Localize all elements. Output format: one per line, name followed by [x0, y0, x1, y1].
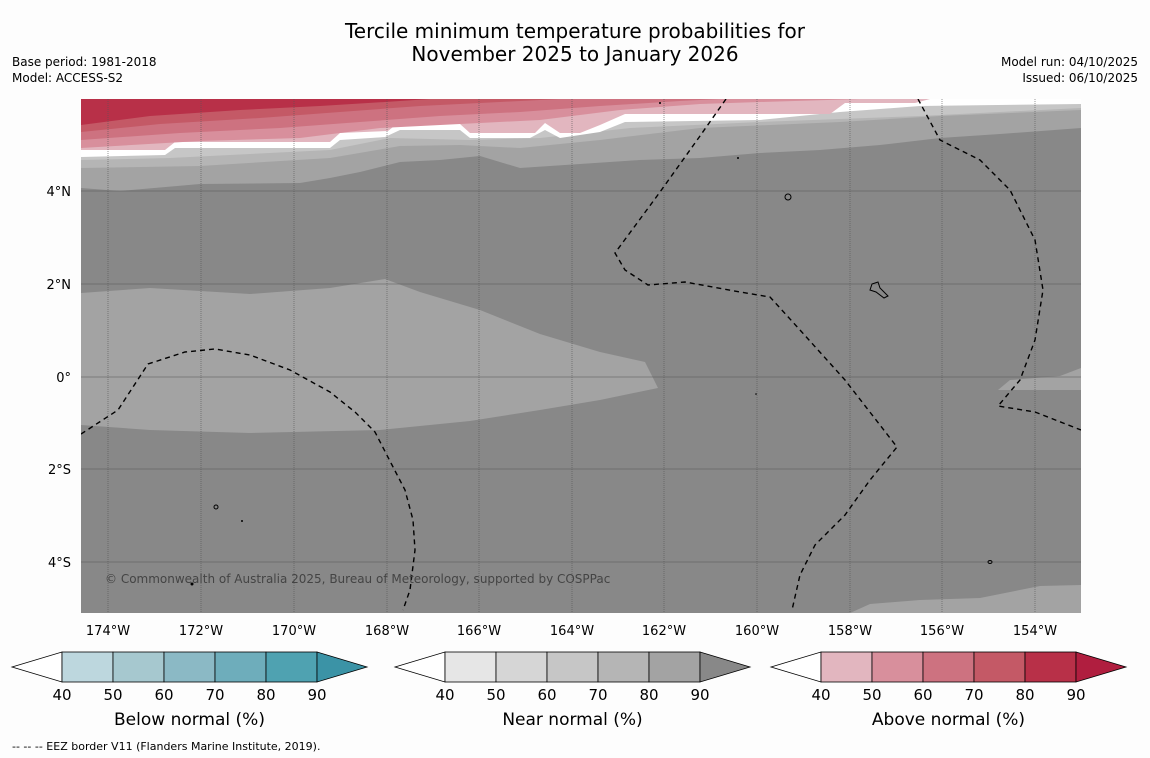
colorbar-extend-low: [769, 651, 822, 683]
base-info: Base period: 1981-2018 Model: ACCESS-S2: [12, 54, 157, 86]
lon-tick: 170°W: [272, 624, 316, 639]
islet-dot: [241, 520, 243, 522]
colorbar-tick: 80: [1015, 686, 1034, 704]
colorbar-tick: 50: [103, 686, 122, 704]
colorbar-cell: [546, 651, 599, 683]
colorbar-cell: [648, 651, 701, 683]
colorbar-cell: [871, 651, 924, 683]
island-west-small: [213, 504, 219, 510]
lon-tick: 154°W: [1013, 624, 1057, 639]
lat-axis-labels: 4°N 2°N 0° 2°S 4°S: [47, 185, 72, 571]
island-malden: [869, 281, 889, 299]
island-jarvis: [784, 193, 792, 201]
colorbar-cell: [922, 651, 975, 683]
island-east-small: [987, 560, 993, 564]
eez-border-central: [614, 99, 898, 611]
colorbar-below: 40 50 60 70 80 90 Below normal (%): [10, 651, 369, 730]
colorbar-tick: 40: [52, 686, 71, 704]
islet-dot: [659, 102, 661, 104]
lat-tick: 0°: [56, 371, 71, 386]
lon-tick: 166°W: [457, 624, 501, 639]
colorbar-label: Below normal (%): [114, 710, 265, 730]
colorbar-tick: 60: [913, 686, 932, 704]
colorbar-tick: 40: [811, 686, 830, 704]
islands: [213, 193, 993, 564]
colorbar-cell: [214, 651, 267, 683]
lon-tick: 162°W: [642, 624, 686, 639]
run-info: Model run: 04/10/2025 Issued: 06/10/2025: [1001, 54, 1138, 86]
lat-tick: 2°S: [48, 463, 71, 478]
lon-tick: 160°W: [735, 624, 779, 639]
colorbar-cell: [973, 651, 1026, 683]
colorbar-cell: [597, 651, 650, 683]
colorbar-tick: 40: [435, 686, 454, 704]
colorbar-cell: [444, 651, 497, 683]
colorbar-tick: 60: [537, 686, 556, 704]
lon-tick: 156°W: [920, 624, 964, 639]
colorbar-cell: [265, 651, 318, 683]
above-normal-90-region: [81, 99, 430, 125]
near-normal-80-equatorial-tongue: [81, 279, 658, 433]
issued-date: Issued: 06/10/2025: [1022, 71, 1138, 85]
colorbar-tick: 60: [154, 686, 173, 704]
lon-tick: 164°W: [550, 624, 594, 639]
lon-axis-labels: 174°W 172°W 170°W 168°W 166°W 164°W 162°…: [86, 624, 1057, 639]
grid: [81, 99, 1081, 613]
colorbar-tick: 70: [205, 686, 224, 704]
model-name: Model: ACCESS-S2: [12, 71, 124, 85]
colorbar-cell: [163, 651, 216, 683]
eez-legend-footnote: -- -- -- EEZ border V11 (Flanders Marine…: [12, 740, 321, 753]
islet-dot: [737, 157, 739, 159]
near-normal-80-east-patch: [998, 368, 1081, 390]
eez-border-west: [81, 348, 416, 611]
eez-border-east: [917, 99, 1081, 431]
colorbar-cell: [495, 651, 548, 683]
eez-borders: [81, 99, 1081, 611]
islet-dot: [755, 393, 757, 395]
title-line-1: Tercile minimum temperature probabilitie…: [344, 19, 806, 43]
base-period: Base period: 1981-2018: [12, 55, 157, 69]
island-dots: [190, 102, 757, 586]
lon-tick: 168°W: [365, 624, 409, 639]
colorbar-tick: 90: [307, 686, 326, 704]
colorbar-cell: [112, 651, 165, 683]
colorbar-tick: 70: [964, 686, 983, 704]
colorbar-cell: [820, 651, 873, 683]
colorbar-label: Above normal (%): [872, 710, 1025, 730]
colorbars: 40 50 60 70 80 90 Below normal (%) 40 50 60 70 80 90…: [10, 651, 1128, 730]
islet-dot: [190, 582, 194, 586]
colorbar-extend-low: [10, 651, 63, 683]
colorbar-tick: 70: [588, 686, 607, 704]
colorbar-cell: [61, 651, 114, 683]
colorbar-extend-high: [316, 651, 369, 683]
lon-tick: 172°W: [179, 624, 223, 639]
map-plot: © Commonwealth of Australia 2025, Bureau…: [81, 99, 1081, 613]
model-run: Model run: 04/10/2025: [1000, 55, 1138, 69]
colorbar-near: 40 50 60 70 80 90 Near normal (%): [393, 651, 752, 730]
near-normal-80-south-band: [850, 585, 1081, 613]
colorbar-extend-high: [699, 651, 752, 683]
colorbar-above: 40 50 60 70 80 90 Above normal (%): [769, 651, 1128, 730]
copyright-text: © Commonwealth of Australia 2025, Bureau…: [105, 572, 610, 586]
colorbar-tick: 90: [690, 686, 709, 704]
lat-tick: 2°N: [47, 278, 72, 293]
title-line-2: November 2025 to January 2026: [411, 42, 739, 66]
lat-tick: 4°S: [48, 556, 71, 571]
lat-tick: 4°N: [47, 185, 72, 200]
lon-tick: 158°W: [828, 624, 872, 639]
lon-tick: 174°W: [86, 624, 130, 639]
colorbar-tick: 80: [256, 686, 275, 704]
colorbar-tick: 50: [862, 686, 881, 704]
colorbar-label: Near normal (%): [502, 710, 642, 730]
colorbar-tick: 80: [639, 686, 658, 704]
colorbar-tick: 90: [1066, 686, 1085, 704]
colorbar-cell: [1024, 651, 1077, 683]
colorbar-extend-high: [1075, 651, 1128, 683]
colorbar-extend-low: [393, 651, 446, 683]
map-title: Tercile minimum temperature probabilitie…: [0, 20, 1150, 66]
colorbar-tick: 50: [486, 686, 505, 704]
